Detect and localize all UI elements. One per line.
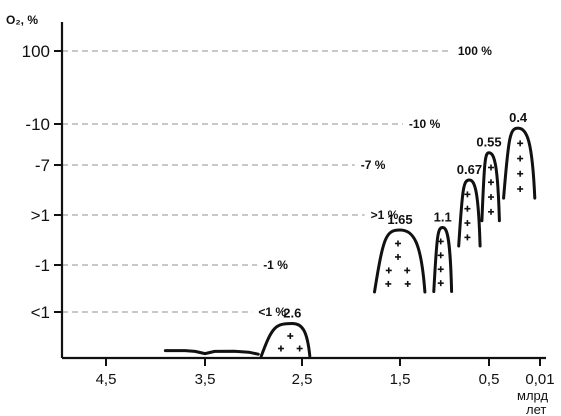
oxygen-peak: 1.65 [373, 212, 427, 294]
peak-label: 1.1 [434, 210, 452, 225]
y-tick-label: 100 [22, 42, 50, 61]
y-tick-labels: <1 -1 >1 -7 -10 100 [22, 42, 62, 322]
early-oxygen-trace [163, 349, 260, 356]
x-tick-label: 0,5 [479, 371, 500, 388]
peak-curve [457, 178, 482, 248]
x-tick-labels: 4,5 3,5 2,5 1,5 0,5 0,01 [96, 358, 555, 388]
peak-curve [480, 151, 501, 223]
oxygen-level-labels: <1 % -1 % >1 % -7 % -10 % 100 % [258, 44, 492, 319]
x-unit-line1: млрд [517, 388, 548, 403]
oxygen-peaks: 2.6 1.65 1.1 0.67 0.55 0.4 [259, 110, 537, 358]
level-label: -1 % [263, 258, 288, 272]
oxygen-peak: 2.6 [259, 306, 312, 358]
peak-curve [502, 126, 537, 200]
level-label: -10 % [409, 117, 441, 131]
peak-curve [259, 322, 312, 358]
x-tick-label: 3,5 [195, 371, 216, 388]
peak-label: 0.55 [476, 135, 501, 150]
peak-label: 1.65 [387, 212, 412, 227]
peak-label: 0.67 [457, 162, 482, 177]
peak-label: 0.4 [509, 110, 528, 125]
level-label: <1 % [258, 305, 286, 319]
x-tick-label: 2,5 [292, 371, 313, 388]
oxygen-peak: 0.4 [502, 110, 537, 200]
oxygen-peak: 1.1 [432, 210, 454, 293]
y-tick-label: >1 [31, 206, 50, 225]
x-tick-label: 4,5 [96, 371, 117, 388]
oxygen-peak: 0.55 [476, 135, 502, 223]
x-unit-line2: лет [526, 402, 546, 416]
y-tick-label: -1 [35, 256, 50, 275]
peak-curve [432, 226, 454, 293]
y-axis-title: O₂, % [6, 13, 38, 27]
y-tick-label: -7 [35, 156, 50, 175]
y-tick-label: <1 [31, 303, 50, 322]
oxygen-peak: 0.67 [457, 162, 482, 248]
chart-axes [60, 22, 546, 360]
x-tick-label: 0,01 [525, 371, 554, 388]
y-tick-label: -10 [25, 115, 50, 134]
level-label: -7 % [361, 158, 386, 172]
peak-curve [373, 228, 427, 294]
level-label: >1 % [371, 208, 399, 222]
early-trace-line [163, 349, 260, 356]
peak-label: 2.6 [283, 306, 301, 321]
level-label: 100 % [458, 44, 492, 58]
x-tick-label: 1,5 [390, 371, 411, 388]
level-guide-lines [62, 50, 452, 313]
